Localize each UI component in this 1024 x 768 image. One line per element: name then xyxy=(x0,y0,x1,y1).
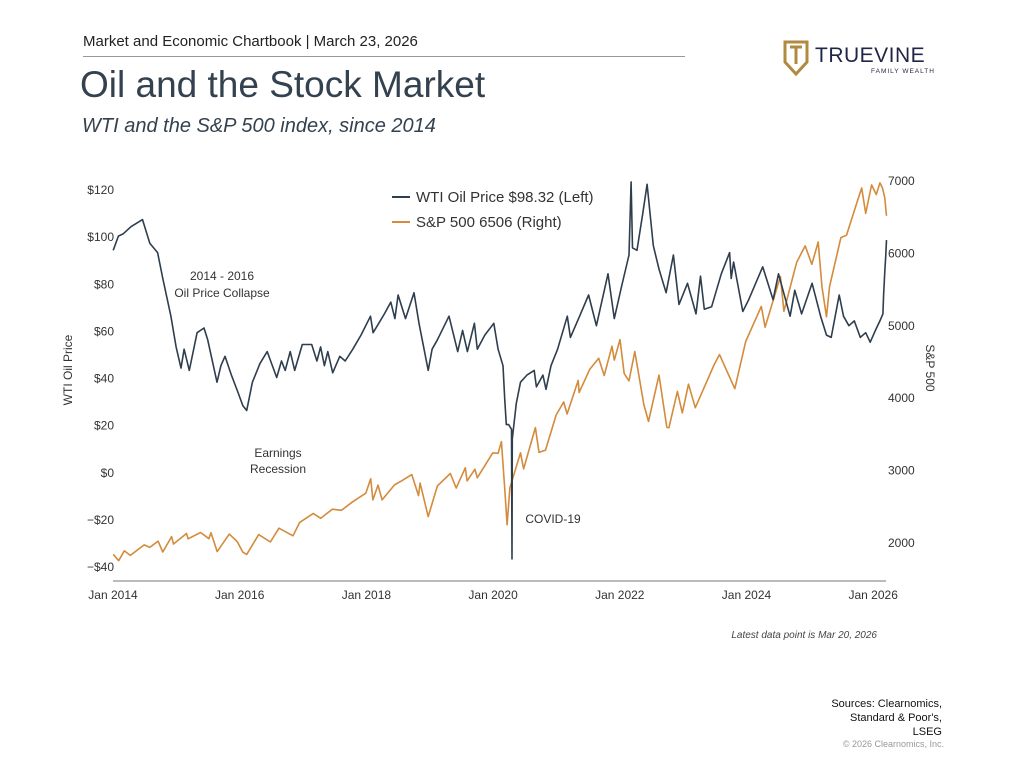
chartbook-header: Market and Economic Chartbook | March 23… xyxy=(83,33,418,50)
annotation-covid: COVID-19 xyxy=(525,512,581,526)
right-tick-label: 6000 xyxy=(888,246,915,260)
latest-data-note: Latest data point is Mar 20, 2026 xyxy=(731,630,877,641)
x-tick-label: Jan 2024 xyxy=(722,588,772,602)
left-tick-label: $100 xyxy=(87,230,114,244)
x-tick-label: Jan 2026 xyxy=(849,588,899,602)
left-tick-label: −$40 xyxy=(87,560,114,574)
left-axis-ticks: $120 $100 $80 $60 $40 $20 $0 −$20 −$40 xyxy=(87,183,114,574)
x-tick-label: Jan 2016 xyxy=(215,588,265,602)
left-tick-label: $80 xyxy=(94,277,114,291)
series-line-wti-oil xyxy=(112,181,888,560)
series-line-sp500 xyxy=(112,182,888,562)
left-tick-label: $0 xyxy=(101,466,115,480)
right-tick-label: 5000 xyxy=(888,319,915,333)
legend-label-sp500: S&P 500 6506 (Right) xyxy=(416,214,562,231)
legend: WTI Oil Price $98.32 (Left) S&P 500 6506… xyxy=(392,189,594,231)
x-tick-label: Jan 2014 xyxy=(88,588,138,602)
annotation-oil-collapse-line1: 2014 - 2016 xyxy=(190,269,254,283)
left-tick-label: $120 xyxy=(87,183,114,197)
header-divider xyxy=(83,56,685,57)
annotation-earnings-line2: Recession xyxy=(250,462,306,476)
logo-tagline: FAMILY WEALTH xyxy=(871,68,935,75)
left-tick-label: −$20 xyxy=(87,513,114,527)
left-tick-label: $60 xyxy=(94,324,114,338)
source-line: LSEG xyxy=(912,726,942,738)
x-tick-label: Jan 2018 xyxy=(342,588,392,602)
page-subtitle: WTI and the S&P 500 index, since 2014 xyxy=(82,115,436,137)
legend-label-wti: WTI Oil Price $98.32 (Left) xyxy=(416,189,594,206)
right-axis-label: S&P 500 xyxy=(923,344,937,391)
left-tick-label: $20 xyxy=(94,419,114,433)
left-axis-label: WTI Oil Price xyxy=(61,334,75,405)
right-tick-label: 4000 xyxy=(888,391,915,405)
right-tick-label: 3000 xyxy=(888,464,915,478)
x-tick-label: Jan 2020 xyxy=(468,588,518,602)
right-axis-ticks: 7000 6000 5000 4000 3000 2000 xyxy=(888,174,915,550)
x-tick-label: Jan 2022 xyxy=(595,588,645,602)
truevine-logo: TRUEVINE FAMILY WEALTH xyxy=(783,40,943,77)
right-tick-label: 7000 xyxy=(888,174,915,188)
left-tick-label: $40 xyxy=(94,372,114,386)
shield-icon xyxy=(783,40,809,77)
source-line: Standard & Poor's, xyxy=(850,712,942,724)
copyright: © 2026 Clearnomics, Inc. xyxy=(842,739,944,749)
x-axis-ticks: Jan 2014 Jan 2016 Jan 2018 Jan 2020 Jan 2022… xyxy=(88,588,898,602)
logo-brand: TRUEVINE xyxy=(815,44,925,67)
source-line: Sources: Clearnomics, xyxy=(831,698,942,710)
page-title: Oil and the Stock Market xyxy=(80,64,486,105)
right-tick-label: 2000 xyxy=(888,536,915,550)
annotation-earnings-line1: Earnings xyxy=(254,446,301,460)
sources: Sources: Clearnomics, Standard & Poor's,… xyxy=(742,697,942,739)
annotation-oil-collapse-line2: Oil Price Collapse xyxy=(174,286,270,300)
